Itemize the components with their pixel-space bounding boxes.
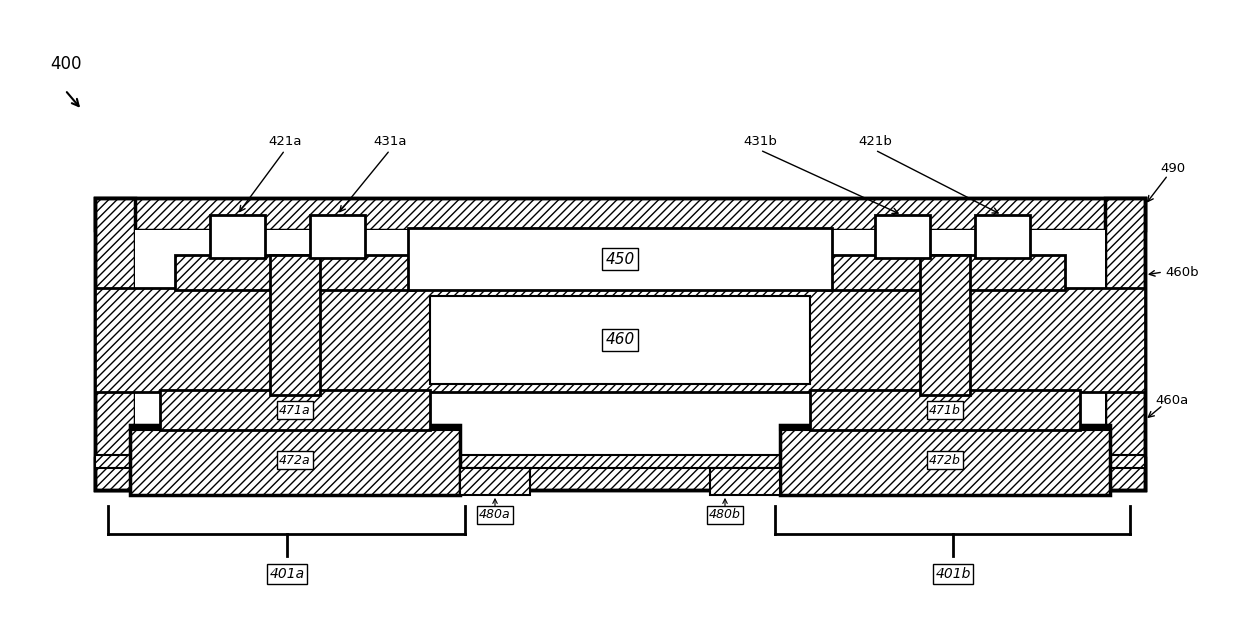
Bar (130, 425, 460, 495)
Text: 472b: 472b (929, 453, 961, 466)
Text: 431b: 431b (743, 135, 777, 148)
Bar (408, 228, 832, 290)
Text: 480b: 480b (709, 508, 742, 521)
Bar (270, 255, 320, 395)
Bar (135, 230, 1105, 458)
Bar (711, 468, 780, 495)
Bar (875, 215, 930, 258)
Text: 421b: 421b (858, 135, 892, 148)
Text: 431a: 431a (373, 135, 407, 148)
Bar (1105, 198, 1145, 490)
Text: 490: 490 (1159, 162, 1185, 175)
Bar (430, 296, 810, 384)
Bar (210, 215, 265, 258)
Text: 480a: 480a (479, 508, 511, 521)
Text: 450: 450 (605, 252, 635, 267)
Bar (810, 390, 1080, 430)
Text: 471b: 471b (929, 404, 961, 416)
Bar (825, 255, 1065, 290)
Bar (95, 458, 1145, 490)
Bar (95, 198, 1145, 490)
Text: 400: 400 (50, 55, 82, 73)
Bar (95, 455, 1145, 468)
Bar (130, 425, 460, 430)
Text: 401a: 401a (269, 567, 305, 581)
Bar (175, 255, 415, 290)
Text: 471a: 471a (279, 404, 311, 416)
Text: 460: 460 (605, 332, 635, 347)
Bar (780, 425, 1110, 430)
Bar (460, 468, 529, 495)
Bar (780, 425, 1110, 495)
Bar (95, 198, 1145, 230)
Bar (95, 198, 135, 490)
Text: 472a: 472a (279, 453, 311, 466)
Text: 460a: 460a (1154, 394, 1188, 406)
Bar (95, 288, 1145, 392)
Bar (160, 390, 430, 430)
Bar (920, 255, 970, 395)
Bar (975, 215, 1030, 258)
Text: 421a: 421a (268, 135, 301, 148)
Bar (310, 215, 365, 258)
Text: 401b: 401b (935, 567, 971, 581)
Text: 460b: 460b (1166, 265, 1199, 279)
